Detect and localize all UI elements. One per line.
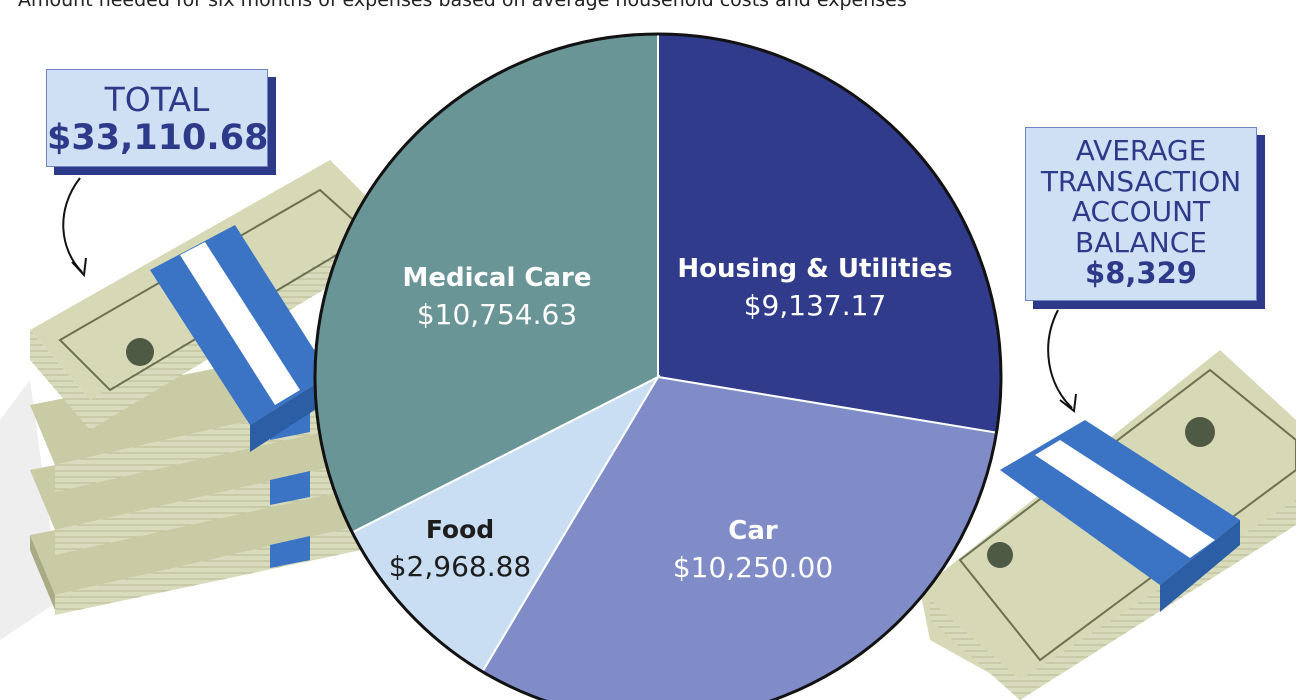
slice-label-value: $9,137.17	[744, 289, 887, 322]
money-bundle-right-illustration	[920, 350, 1296, 700]
slice-label-value: $2,968.88	[389, 550, 532, 583]
pie-chart: Housing & Utilities $9,137.17 Car $10,250.0…	[313, 32, 1003, 700]
average-balance-callout: AVERAGE TRANSACTION ACCOUNT BALANCE $8,3…	[1025, 127, 1257, 301]
total-callout: TOTAL $33,110.68	[46, 69, 268, 167]
bill-seal-icon-right	[1185, 417, 1215, 447]
total-pointer-arrow	[62, 177, 87, 278]
chart-subtitle: Amount needed for six months of expenses…	[18, 0, 907, 11]
slice-label-value: $10,250.00	[673, 551, 833, 584]
average-balance-label-line: TRANSACTION	[1040, 164, 1242, 198]
average-pointer-arrow	[1047, 309, 1077, 413]
money-stack-left-illustration	[0, 160, 390, 640]
slice-label-name: Car	[728, 516, 778, 546]
slice-label-name: Housing & Utilities	[677, 254, 952, 284]
total-label: TOTAL	[104, 80, 210, 119]
money-bundle-top	[30, 160, 390, 452]
pie-outline	[313, 32, 1003, 700]
average-balance-label: AVERAGE TRANSACTION ACCOUNT BALANCE	[1026, 134, 1256, 259]
slice-label-name: Food	[426, 515, 494, 544]
average-balance-label-line: BALANCE	[1075, 225, 1207, 259]
slice-label-value: $10,754.63	[417, 298, 577, 331]
pie-slice-housing-utilities	[657, 32, 1002, 434]
bill-seal-icon	[126, 338, 154, 366]
total-value: $33,110.68	[47, 118, 269, 158]
bill-seal-icon-right-2	[987, 542, 1013, 568]
slice-label-name: Medical Care	[402, 263, 591, 293]
average-balance-label-line: AVERAGE	[1075, 134, 1207, 167]
average-balance-value: $8,329	[1085, 256, 1197, 290]
average-balance-label-line: ACCOUNT	[1071, 195, 1211, 228]
